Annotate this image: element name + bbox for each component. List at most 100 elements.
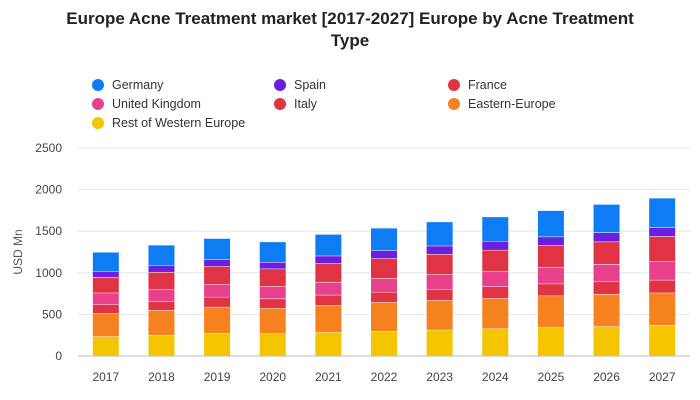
bar-united-kingdom-2022 bbox=[371, 278, 397, 292]
bar-germany-2024 bbox=[482, 216, 509, 242]
bar-spain-2022 bbox=[371, 250, 397, 259]
bar-rest-of-western-europe-2027 bbox=[649, 325, 676, 356]
bar-rest-of-western-europe-2023 bbox=[426, 329, 453, 356]
bar-france-2018 bbox=[148, 271, 175, 290]
legend-label: Spain bbox=[294, 78, 326, 92]
bar-eastern-europe-2020 bbox=[259, 308, 286, 334]
bar-france-2026 bbox=[593, 241, 620, 265]
x-tick-labels: 2017 2018 2019 2020 2021 2022 2023 2024 2025 2026… bbox=[92, 370, 675, 384]
y-tick-label: 1500 bbox=[35, 224, 62, 238]
bars bbox=[92, 197, 676, 356]
x-tick-label: 2020 bbox=[259, 370, 286, 384]
bar-united-kingdom-2018 bbox=[148, 289, 175, 302]
x-tick-label: 2026 bbox=[593, 370, 620, 384]
legend-item-italy[interactable]: Italy bbox=[274, 95, 317, 113]
legend-item-rest-of-western-europe[interactable]: Rest of Western Europe bbox=[92, 114, 245, 132]
bar-germany-2021 bbox=[315, 234, 342, 256]
legend-item-france[interactable]: France bbox=[448, 76, 507, 94]
bar-spain-2019 bbox=[204, 259, 231, 267]
legend-marker bbox=[448, 97, 460, 110]
bar-germany-2025 bbox=[537, 210, 564, 237]
bar-spain-2017 bbox=[92, 271, 119, 277]
bar-italy-2023 bbox=[426, 289, 453, 301]
legend-label: United Kingdom bbox=[112, 97, 201, 111]
bar-rest-of-western-europe-2024 bbox=[482, 328, 509, 356]
bar-spain-2020 bbox=[259, 261, 286, 269]
bar-spain-2025 bbox=[537, 236, 564, 246]
bar-germany-2022 bbox=[371, 227, 397, 251]
bar-spain-2024 bbox=[482, 241, 509, 250]
bar-france-2017 bbox=[92, 276, 119, 293]
y-tick-label: 2500 bbox=[35, 141, 62, 155]
bar-eastern-europe-2025 bbox=[537, 295, 564, 328]
legend-marker bbox=[92, 78, 104, 91]
bar-spain-2021 bbox=[315, 255, 342, 264]
legend-marker bbox=[274, 78, 286, 91]
legend: Germany Spain France United Kingdom Italy Eas… bbox=[92, 76, 672, 136]
bar-eastern-europe-2022 bbox=[371, 302, 397, 332]
legend-marker bbox=[448, 78, 460, 91]
bar-united-kingdom-2026 bbox=[593, 264, 620, 282]
bar-spain-2018 bbox=[148, 265, 175, 272]
bar-italy-2024 bbox=[482, 286, 509, 299]
bar-germany-2019 bbox=[204, 238, 231, 260]
bar-united-kingdom-2023 bbox=[426, 274, 453, 290]
bar-france-2020 bbox=[259, 268, 286, 287]
x-tick-label: 2018 bbox=[148, 370, 175, 384]
x-tick-label: 2024 bbox=[482, 370, 509, 384]
bar-italy-2017 bbox=[92, 304, 119, 314]
bar-italy-2020 bbox=[259, 298, 286, 309]
bar-eastern-europe-2026 bbox=[593, 294, 620, 327]
bar-germany-2023 bbox=[426, 221, 453, 246]
legend-item-eastern-europe[interactable]: Eastern-Europe bbox=[448, 95, 556, 113]
x-tick-label: 2027 bbox=[649, 370, 676, 384]
bar-united-kingdom-2021 bbox=[315, 281, 342, 295]
bar-italy-2022 bbox=[371, 291, 397, 303]
bar-rest-of-western-europe-2018 bbox=[148, 335, 175, 356]
legend-item-spain[interactable]: Spain bbox=[274, 76, 326, 94]
bar-italy-2019 bbox=[204, 296, 231, 307]
legend-label: Eastern-Europe bbox=[468, 97, 556, 111]
y-axis-label: USD Mn bbox=[11, 229, 25, 274]
bar-eastern-europe-2017 bbox=[92, 313, 119, 337]
bar-rest-of-western-europe-2021 bbox=[315, 332, 342, 356]
bar-italy-2027 bbox=[649, 279, 676, 293]
bar-eastern-europe-2018 bbox=[148, 310, 175, 336]
bar-rest-of-western-europe-2019 bbox=[204, 333, 231, 356]
legend-marker bbox=[274, 97, 286, 110]
bar-eastern-europe-2027 bbox=[649, 292, 676, 326]
legend-marker bbox=[92, 116, 104, 129]
y-tick-label: 500 bbox=[42, 307, 62, 321]
bar-united-kingdom-2027 bbox=[649, 261, 676, 280]
legend-item-germany[interactable]: Germany bbox=[92, 76, 163, 94]
x-tick-label: 2025 bbox=[538, 370, 565, 384]
bar-united-kingdom-2019 bbox=[204, 284, 231, 297]
legend-label: Italy bbox=[294, 97, 317, 111]
legend-marker bbox=[92, 97, 104, 110]
bar-eastern-europe-2023 bbox=[426, 300, 453, 330]
x-tick-label: 2019 bbox=[204, 370, 231, 384]
bar-rest-of-western-europe-2022 bbox=[371, 331, 397, 356]
bar-germany-2020 bbox=[259, 241, 286, 262]
bar-france-2021 bbox=[315, 263, 342, 282]
bar-eastern-europe-2024 bbox=[482, 298, 509, 329]
y-tick-label: 0 bbox=[55, 349, 62, 363]
legend-label: France bbox=[468, 78, 507, 92]
bar-france-2019 bbox=[204, 266, 231, 285]
legend-item-united-kingdom[interactable]: United Kingdom bbox=[92, 95, 201, 113]
x-tick-label: 2021 bbox=[315, 370, 342, 384]
x-tick-label: 2017 bbox=[92, 370, 119, 384]
bar-united-kingdom-2017 bbox=[92, 292, 119, 305]
bar-italy-2021 bbox=[315, 294, 342, 306]
bar-italy-2026 bbox=[593, 281, 620, 295]
bar-spain-2027 bbox=[649, 227, 676, 237]
bar-italy-2025 bbox=[537, 283, 564, 296]
bar-france-2027 bbox=[649, 236, 676, 262]
legend-label: Germany bbox=[112, 78, 164, 92]
bar-germany-2017 bbox=[92, 252, 119, 272]
legend-label: Rest of Western Europe bbox=[112, 116, 246, 130]
bar-france-2025 bbox=[537, 245, 564, 267]
bar-eastern-europe-2021 bbox=[315, 305, 342, 333]
bar-eastern-europe-2019 bbox=[204, 306, 231, 334]
